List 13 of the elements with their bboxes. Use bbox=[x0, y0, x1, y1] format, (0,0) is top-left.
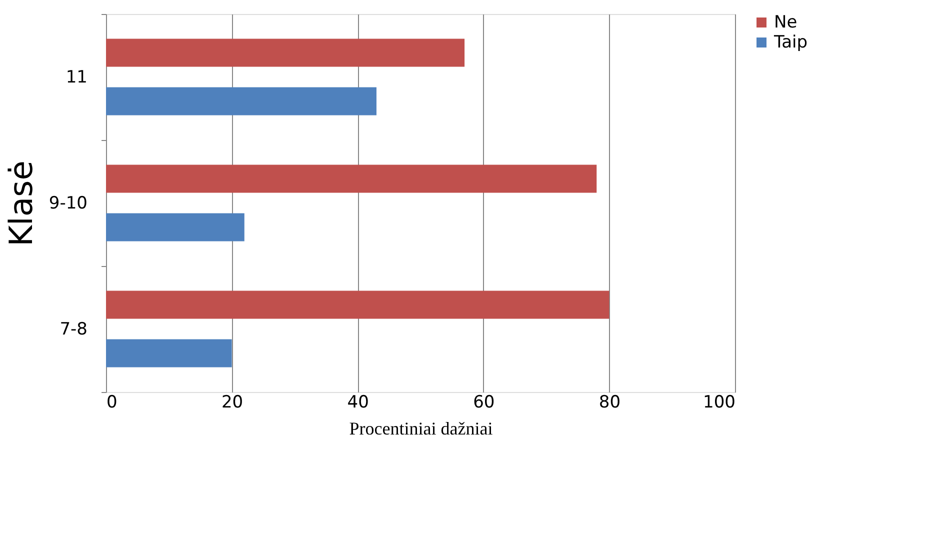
x-tick-label: 20 bbox=[221, 392, 244, 412]
x-tick-label: 40 bbox=[347, 392, 369, 412]
x-tick-label: 60 bbox=[473, 392, 495, 412]
x-axis-title: Procentiniai dažniai bbox=[349, 418, 493, 438]
x-tick-label: 80 bbox=[598, 392, 621, 412]
y-axis-title: Klasė bbox=[2, 160, 40, 246]
y-tick-label: 11 bbox=[66, 68, 88, 88]
y-tick-label: 9-10 bbox=[48, 194, 88, 214]
legend-label: Ne bbox=[774, 12, 798, 32]
x-tick-label: 100 bbox=[703, 392, 736, 412]
legend-label: Taip bbox=[773, 32, 808, 52]
x-tick-label: 0 bbox=[106, 392, 118, 412]
y-tick-label: 7-8 bbox=[60, 320, 88, 340]
